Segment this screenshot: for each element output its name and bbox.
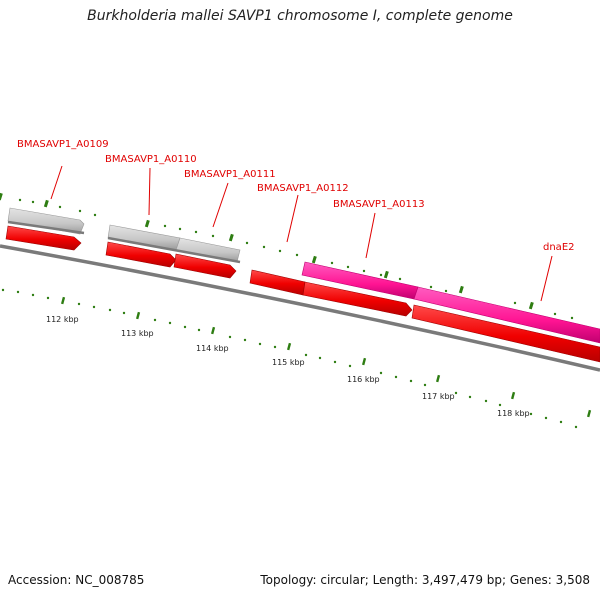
svg-text:BMASAVP1_A0109: BMASAVP1_A0109	[17, 139, 109, 150]
tick-label-115kbp: 115 kbp	[272, 358, 305, 367]
forward-strand-track	[5, 225, 600, 363]
ruler-tick-labels: 112 kbp 113 kbp 114 kbp 115 kbp 116 kbp …	[46, 315, 530, 418]
gene-arrow[interactable]	[173, 253, 237, 279]
tick-label-117kbp: 117 kbp	[422, 392, 455, 401]
svg-text:BMASAVP1_A0110: BMASAVP1_A0110	[105, 154, 197, 165]
gene-label-bmasavp1-a0110[interactable]: BMASAVP1_A0110	[105, 154, 197, 216]
gene-arrow[interactable]	[413, 286, 600, 344]
svg-text:dnaE2: dnaE2	[543, 242, 575, 253]
gene-arrow[interactable]	[7, 207, 85, 235]
gene-arrow[interactable]	[411, 304, 600, 363]
tick-label-116kbp: 116 kbp	[347, 375, 380, 384]
gene-arrow[interactable]	[5, 225, 82, 251]
tick-label-118kbp: 118 kbp	[497, 409, 530, 418]
svg-text:BMASAVP1_A0113: BMASAVP1_A0113	[333, 199, 425, 210]
tick-label-114kbp: 114 kbp	[196, 344, 229, 353]
gene-label-dnae2[interactable]: dnaE2	[540, 242, 575, 302]
gene-label-bmasavp1-a0111[interactable]: BMASAVP1_A0111	[184, 169, 276, 228]
tick-label-112kbp: 112 kbp	[46, 315, 79, 324]
svg-text:BMASAVP1_A0111: BMASAVP1_A0111	[184, 169, 276, 180]
gene-label-bmasavp1-a0112[interactable]: BMASAVP1_A0112	[257, 183, 349, 243]
tick-label-113kbp: 113 kbp	[121, 329, 154, 338]
backbone	[0, 220, 600, 372]
gene-arrow[interactable]	[302, 281, 413, 317]
map-title: Burkholderia mallei SAVP1 chromosome I, …	[87, 8, 513, 24]
gene-arrow[interactable]	[249, 269, 306, 296]
svg-text:BMASAVP1_A0112: BMASAVP1_A0112	[257, 183, 349, 194]
gene-label-bmasavp1-a0109[interactable]: BMASAVP1_A0109	[17, 139, 109, 200]
gene-labels: BMASAVP1_A0109 BMASAVP1_A0110 BMASAVP1_A…	[17, 139, 575, 302]
genome-summary-label: Topology: circular; Length: 3,497,479 bp…	[260, 573, 590, 587]
reverse-strand-track	[7, 207, 600, 344]
gene-arrow[interactable]	[105, 241, 177, 268]
outer-tick-track	[0, 192, 574, 320]
ruler-tick-track	[1, 288, 592, 429]
accession-label: Accession: NC_008785	[8, 573, 145, 587]
gene-label-bmasavp1-a0113[interactable]: BMASAVP1_A0113	[333, 199, 425, 259]
